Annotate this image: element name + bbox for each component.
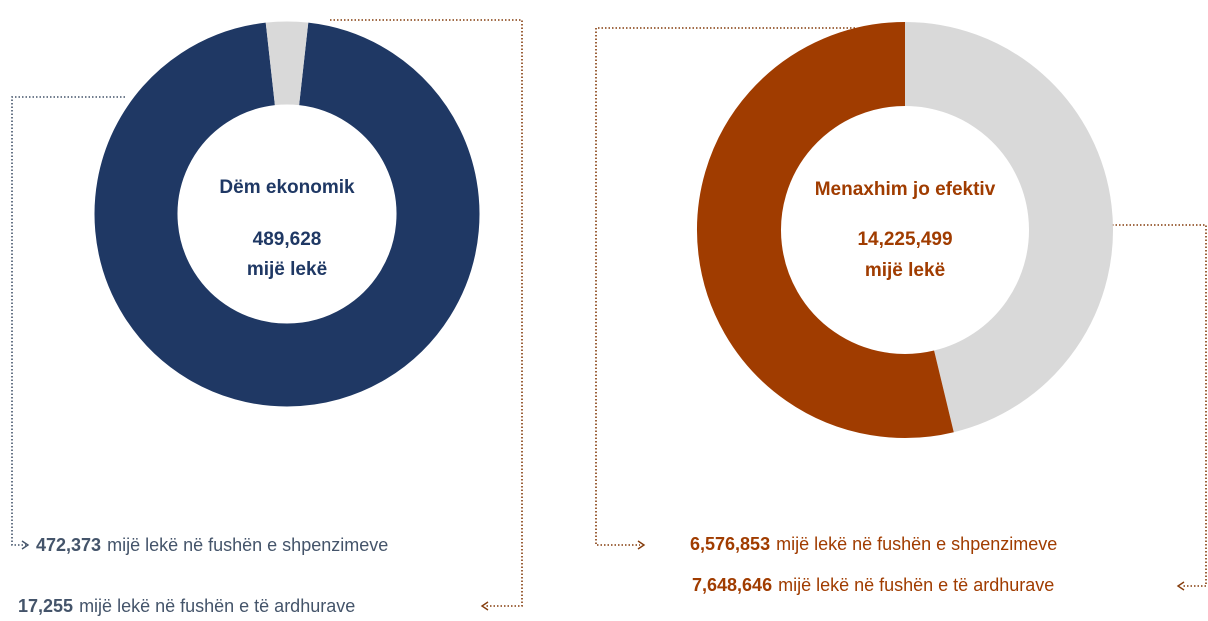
arrow [21,540,30,550]
donut-chart: Menaxhim jo efektiv 14,225,499 mijë lekë 6,… [690,22,1113,595]
donut-segment [94,22,480,407]
segment-label: 6,576,853 mijë lekë në fushën e shpenzime… [690,534,1057,554]
donut-unit: mijë lekë [865,260,945,281]
donut-segment [697,22,954,438]
donut-segment [265,21,309,106]
donut-title: Menaxhim jo efektiv [815,179,996,200]
arrow [480,601,489,611]
segment-category: mijë lekë në fushën e të ardhurave [778,575,1054,595]
donut-segment [904,22,1113,433]
arrow [1176,581,1185,591]
arrow [637,540,646,550]
donut-unit: mijë lekë [247,259,327,280]
segment-label: 472,373 mijë lekë në fushën e shpenzimeve [36,535,388,555]
segment-label: 17,255 mijë lekë në fushën e të ardhurave [18,596,355,616]
segment-value: 17,255 [18,596,73,616]
donut-title: Dëm ekonomik [219,177,355,198]
segment-value: 472,373 [36,535,101,555]
segment-category: mijë lekë në fushën e të ardhurave [79,596,355,616]
donut-total: 489,628 [253,229,322,250]
segment-category: mijë lekë në fushën e shpenzimeve [107,535,388,555]
leader-line [1112,224,1207,587]
segment-value: 6,576,853 [690,534,770,554]
leader-line [11,96,125,546]
segment-value: 7,648,646 [692,575,772,595]
leader-lines [11,19,1207,611]
segment-label: 7,648,646 mijë lekë në fushën e të ardhur… [692,575,1054,595]
leader-line [330,19,523,607]
donut-chart: Dëm ekonomik 489,628 mijë lekë 472,373 mijë … [18,21,480,616]
leader-line [595,27,855,546]
donut-total: 14,225,499 [857,229,952,250]
segment-category: mijë lekë në fushën e shpenzimeve [776,534,1057,554]
